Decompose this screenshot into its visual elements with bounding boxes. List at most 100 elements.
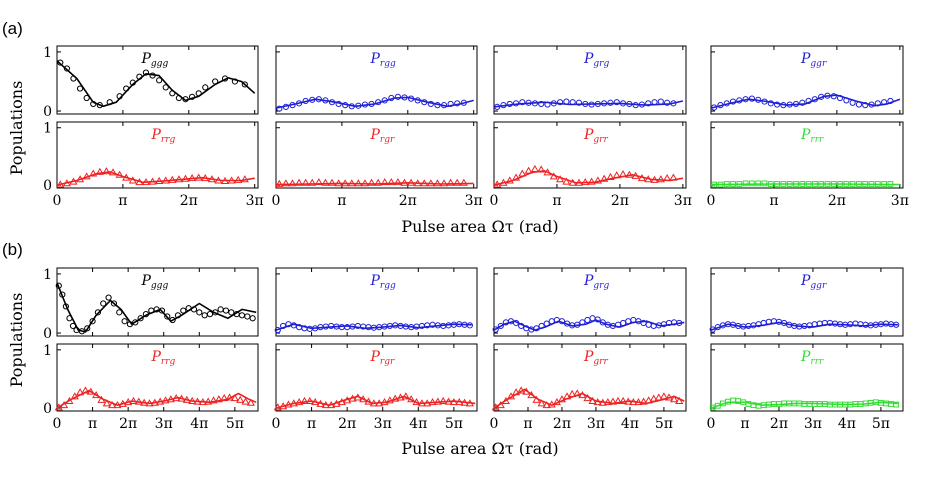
data-point xyxy=(496,400,505,409)
data-point xyxy=(582,100,589,108)
subplot-title-b-rgg: Prgg xyxy=(370,273,396,291)
data-point xyxy=(81,386,90,394)
data-point xyxy=(558,318,566,325)
data-point xyxy=(583,393,592,402)
data-point xyxy=(65,396,74,404)
data-point xyxy=(354,179,363,187)
axes-frame xyxy=(493,343,687,412)
data-point xyxy=(654,393,663,401)
data-point xyxy=(238,312,246,319)
data-point xyxy=(214,176,223,184)
y-tick-label: 1 xyxy=(43,343,52,359)
data-point xyxy=(500,102,507,109)
data-point xyxy=(512,388,521,396)
x-tick-label: 3π xyxy=(155,416,173,432)
data-point xyxy=(105,294,112,301)
subplot-title-a-rgg: Prgg xyxy=(370,51,396,69)
data-point xyxy=(380,178,389,186)
data-point xyxy=(581,178,590,186)
data-point xyxy=(332,399,341,407)
data-point xyxy=(308,178,317,186)
data-point xyxy=(579,319,586,326)
data-point xyxy=(274,326,281,334)
data-point xyxy=(608,397,617,405)
data-point xyxy=(309,96,316,103)
data-point xyxy=(460,99,467,106)
data-point xyxy=(193,397,202,405)
x-tick-label: π xyxy=(307,416,316,432)
data-point xyxy=(742,180,749,187)
data-point xyxy=(62,179,71,187)
axes-frame xyxy=(493,121,687,189)
data-point xyxy=(327,178,337,186)
data-point xyxy=(94,309,102,316)
data-point xyxy=(141,178,151,186)
data-point xyxy=(723,100,730,107)
data-point xyxy=(275,179,284,187)
data-point xyxy=(82,172,91,180)
data-point xyxy=(824,92,831,99)
subplot-title-sub: ggr xyxy=(810,59,827,69)
data-point xyxy=(369,399,378,407)
subplot-title-sub: rgr xyxy=(380,135,395,145)
data-point xyxy=(780,181,787,187)
data-point xyxy=(749,180,755,187)
data-point xyxy=(129,396,138,404)
data-point xyxy=(618,170,628,178)
data-point xyxy=(562,177,571,185)
y-tick-label: 0 xyxy=(43,178,52,194)
subplot-title-main: P xyxy=(800,349,811,365)
data-point xyxy=(188,174,197,182)
data-point xyxy=(447,100,454,108)
axes-frame xyxy=(56,343,259,412)
data-point xyxy=(407,95,415,102)
data-point xyxy=(593,398,602,406)
data-point xyxy=(465,399,474,407)
subplot-title-sub: grr xyxy=(593,357,608,367)
data-point xyxy=(227,176,236,184)
subplot-title-main: P xyxy=(800,273,811,289)
data-point xyxy=(862,102,869,109)
data-point xyxy=(401,392,410,400)
x-tick-label: 2π xyxy=(399,193,417,209)
data-point xyxy=(135,178,144,186)
data-point xyxy=(663,174,672,182)
data-point xyxy=(92,391,101,399)
data-point xyxy=(55,282,62,289)
subplot-title-main: P xyxy=(370,349,381,365)
data-point xyxy=(729,98,737,105)
data-point xyxy=(723,181,730,187)
subplot-title-sub: rrr xyxy=(810,357,824,367)
data-point xyxy=(584,316,591,324)
subplot-title-main: P xyxy=(583,51,594,67)
data-point xyxy=(830,181,837,187)
data-point xyxy=(519,99,526,106)
subplot-b-rgr: 0 π 2π 3π 4π 5π Prgr xyxy=(272,343,478,432)
data-point xyxy=(300,396,309,404)
x-tick-label: 2π xyxy=(338,416,356,432)
data-point xyxy=(341,179,350,187)
data-point xyxy=(76,388,85,396)
data-point xyxy=(619,100,627,107)
data-point xyxy=(121,318,128,325)
data-point xyxy=(417,399,426,407)
data-point xyxy=(289,399,298,407)
data-point xyxy=(543,168,552,176)
y-tick-label: 0 xyxy=(43,326,52,342)
data-point xyxy=(100,300,107,307)
data-point xyxy=(631,171,640,179)
x-tick-label: π xyxy=(118,193,127,209)
data-point xyxy=(599,319,606,326)
x-tick-label: 2π xyxy=(553,416,571,432)
subplot-title-b-ggr: Pggr xyxy=(800,273,827,291)
data-point xyxy=(164,313,171,320)
data-point xyxy=(638,101,646,108)
subplot-a-grg: Pgrg xyxy=(493,45,687,115)
data-point xyxy=(97,395,106,403)
data-point xyxy=(169,90,176,97)
x-tick-label: 2π xyxy=(611,193,629,209)
data-point xyxy=(538,100,545,108)
data-point xyxy=(63,65,70,72)
x-tick-label: 5π xyxy=(226,416,244,432)
